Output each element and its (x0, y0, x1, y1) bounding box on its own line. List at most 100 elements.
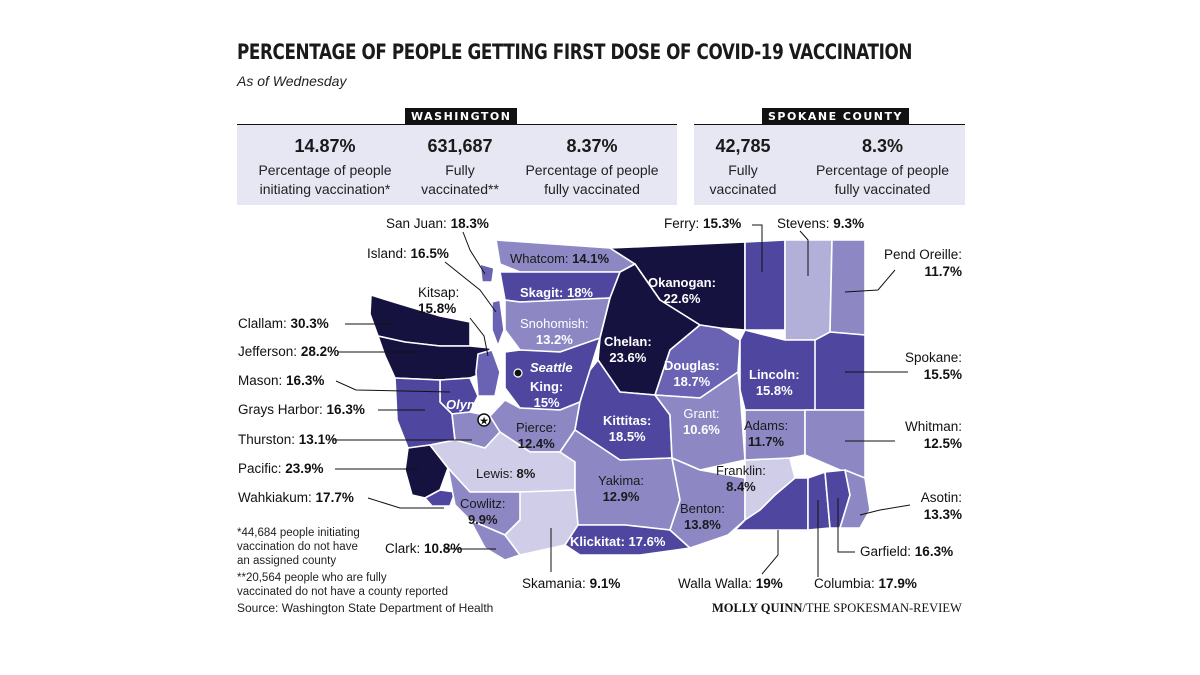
label-skamania: Skamania: 9.1% (522, 576, 620, 591)
county-spokane (814, 331, 866, 411)
label-douglas: Douglas: 18.7% (664, 358, 720, 390)
note-line: *44,684 people initiating (237, 527, 360, 539)
label-jefferson: Jefferson: 28.2% (238, 344, 339, 359)
county-name: Benton: (680, 501, 725, 516)
county-value: 15.8% (755, 383, 793, 398)
county-value: 13.8% (683, 517, 721, 532)
label-snohomish: Snohomish: 13.2% (520, 316, 589, 348)
label-thurston: Thurston: 13.1% (238, 432, 337, 447)
county-name: Grays Harbor: (238, 402, 323, 417)
note-line: vaccinated do not have a county reported (237, 586, 448, 598)
county-name: Kittitas: (603, 413, 652, 428)
label-grant: Grant: 10.6% (683, 406, 720, 438)
county-value: 10.8% (424, 541, 463, 556)
label-olympia: Olympia (446, 397, 498, 412)
county-name: Garfield: (860, 544, 912, 559)
county-value: 15.8% (418, 301, 457, 316)
county-value: 18.5% (608, 429, 646, 444)
label-san-juan: San Juan: 18.3% (386, 216, 489, 231)
stat-spokane-pct: 8.3% Percentage of people fully vaccinat… (800, 136, 965, 199)
county-name: Douglas: (664, 358, 720, 373)
county-value: 9.1% (589, 576, 621, 591)
county-name: Mason: (238, 373, 283, 388)
county-value: 16.5% (410, 246, 449, 261)
label-clark: Clark: 10.8% (385, 541, 462, 556)
stat-initiating: 14.87% Percentage of people initiating v… (240, 136, 410, 199)
county-walla-walla (734, 477, 809, 531)
county-name: Franklin: (716, 463, 766, 478)
county-name: Whitman: (904, 419, 962, 434)
note-line: vaccination do not have (237, 541, 358, 553)
olympia-star-icon: ★ (479, 415, 489, 428)
county-name: Whatcom: (510, 251, 569, 266)
stat-value: 14.87% (294, 136, 356, 156)
county-name: Cowlitz: (460, 496, 506, 511)
county-name: Island: (367, 246, 407, 261)
stat-fully-pct: 8.37% Percentage of people fully vaccina… (512, 136, 672, 199)
county-name: Adams: (744, 418, 789, 433)
county-asotin (839, 469, 871, 529)
county-name: Asotin: (920, 490, 962, 505)
county-value: 28.2% (300, 344, 340, 359)
label-kittitas: Kittitas: 18.5% (603, 413, 651, 445)
county-value: 13.1% (298, 432, 338, 447)
county-value: 12.9% (602, 489, 640, 504)
county-name: Okanogan: (648, 275, 716, 290)
stat-label-2: fully vaccinated (834, 181, 931, 197)
county-value: 16.3% (326, 402, 365, 417)
leader-garfield (837, 498, 855, 553)
label-king: King: 15% (530, 379, 563, 411)
label-lewis: Lewis: 8% (476, 466, 535, 482)
stat-label-2: vaccinated (709, 181, 777, 197)
stat-value: 8.37% (566, 136, 618, 156)
county-name: Kitsap: (418, 285, 460, 300)
county-name: Pierce: (516, 420, 557, 435)
stat-label-1: Percentage of people (258, 162, 392, 178)
county-value: 17.7% (315, 490, 354, 505)
washington-stats-box (237, 125, 677, 205)
county-name: Jefferson: (238, 344, 298, 359)
note-line: an assigned county (237, 555, 337, 567)
leader-pend-oreille (844, 269, 896, 293)
leader-ferry (752, 224, 763, 272)
stat-label-1: Percentage of people (525, 162, 659, 178)
stat-value: 42,785 (715, 136, 771, 156)
label-grays-harbor: Grays Harbor: 16.3% (238, 402, 365, 417)
county-name: Ferry: (664, 216, 700, 231)
label-seattle: Seattle (530, 360, 573, 375)
county-name: Lincoln: (749, 367, 800, 382)
label-ferry: Ferry: 15.3% (664, 216, 741, 231)
leader-san-juan (462, 231, 486, 275)
label-pend-oreille: Pend Oreille: 11.7% (860, 246, 962, 280)
county-name: Clallam: (238, 316, 287, 331)
page-title: PERCENTAGE OF PEOPLE GETTING FIRST DOSE … (237, 40, 912, 64)
county-name: Yakima: (598, 473, 644, 488)
label-mason: Mason: 16.3% (238, 373, 324, 388)
credit-line: MOLLY QUINN/THE SPOKESMAN-REVIEW (712, 601, 962, 616)
county-value: 30.3% (290, 316, 329, 331)
county-name: Lewis: (476, 466, 513, 481)
county-name: Wahkiakum: (238, 490, 312, 505)
county-ferry (744, 239, 786, 331)
county-name: Columbia: (814, 576, 875, 591)
county-name: Snohomish: (520, 316, 589, 331)
county-value: 9.3% (833, 216, 865, 231)
label-kitsap: Kitsap: 15.8% (418, 285, 459, 317)
label-garfield: Garfield: 16.3% (860, 544, 953, 559)
label-benton: Benton: 13.8% (680, 501, 725, 533)
county-name: Pend Oreille: (883, 247, 962, 262)
county-value: 12.5% (923, 436, 962, 451)
washington-tag: WASHINGTON (405, 108, 518, 126)
credit-author: MOLLY QUINN (712, 601, 803, 615)
county-name: Thurston: (238, 432, 296, 447)
county-value: 13.2% (535, 332, 573, 347)
county-kitsap (475, 349, 501, 397)
county-value: 8% (516, 466, 536, 481)
note-line: **20,564 people who are fully (237, 572, 387, 584)
county-name: San Juan: (386, 216, 447, 231)
county-value: 18.3% (450, 216, 489, 231)
county-value: 8.4% (726, 479, 756, 494)
county-name: Skagit: (520, 285, 564, 300)
county-value: 12.4% (517, 436, 555, 451)
county-island (491, 299, 505, 347)
